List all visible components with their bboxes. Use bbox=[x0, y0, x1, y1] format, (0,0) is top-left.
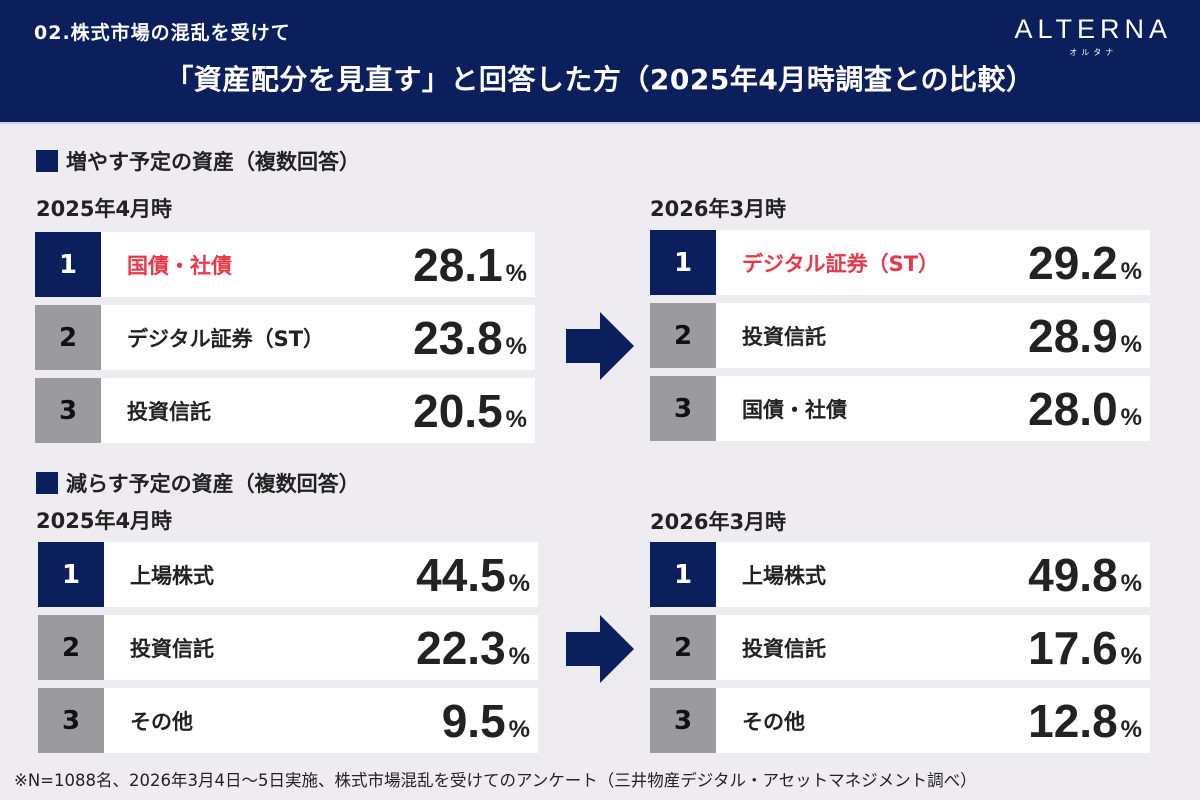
table-row: 1 上場株式 44.5% bbox=[38, 542, 538, 607]
period-label-before: 2025年4月時 bbox=[36, 509, 173, 533]
rank-badge: 2 bbox=[35, 305, 101, 370]
table-row: 1 国債・社債 28.1% bbox=[35, 232, 535, 297]
period-label-after: 2026年3月時 bbox=[650, 197, 787, 221]
rank-badge: 3 bbox=[650, 376, 716, 441]
asset-label: 投資信託 bbox=[742, 636, 826, 661]
table-row: 3 その他 12.8% bbox=[650, 688, 1150, 753]
percent-value: 44.5% bbox=[416, 548, 530, 601]
percent-value: 28.9% bbox=[1028, 309, 1142, 362]
brand-logo: ALTERNA オルタナ bbox=[1014, 14, 1172, 58]
square-marker-icon bbox=[36, 472, 58, 494]
percent-value: 23.8% bbox=[413, 311, 527, 364]
section-title-text: 減らす予定の資産（複数回答） bbox=[66, 472, 360, 496]
rank-badge: 1 bbox=[38, 542, 104, 607]
rank-badge: 3 bbox=[38, 688, 104, 753]
table-row: 1 上場株式 49.8% bbox=[650, 542, 1150, 607]
table-row: 2 投資信託 28.9% bbox=[650, 303, 1150, 368]
asset-label: 上場株式 bbox=[130, 563, 214, 588]
rank-badge: 2 bbox=[38, 615, 104, 680]
section-title-increase: 増やす予定の資産（複数回答） bbox=[36, 146, 360, 176]
section-title-decrease: 減らす予定の資産（複数回答） bbox=[36, 468, 360, 498]
percent-value: 29.2% bbox=[1028, 236, 1142, 289]
percent-value: 28.0% bbox=[1028, 382, 1142, 435]
rank-badge: 2 bbox=[650, 615, 716, 680]
asset-label: 投資信託 bbox=[130, 636, 214, 661]
asset-label: その他 bbox=[130, 709, 193, 734]
section-title-text: 増やす予定の資産（複数回答） bbox=[66, 150, 360, 174]
rank-badge: 1 bbox=[35, 232, 101, 297]
table-row: 3 投資信託 20.5% bbox=[35, 378, 535, 443]
table-row: 1 デジタル証券（ST） 29.2% bbox=[650, 230, 1150, 295]
table-row: 2 投資信託 17.6% bbox=[650, 615, 1150, 680]
percent-value: 28.1% bbox=[413, 238, 527, 291]
period-label-before: 2025年4月時 bbox=[36, 197, 173, 221]
percent-value: 22.3% bbox=[416, 621, 530, 674]
percent-value: 12.8% bbox=[1028, 694, 1142, 747]
asset-label: 上場株式 bbox=[742, 563, 826, 588]
period-label-after: 2026年3月時 bbox=[650, 510, 787, 534]
rank-badge: 3 bbox=[35, 378, 101, 443]
percent-value: 20.5% bbox=[413, 384, 527, 437]
asset-label: デジタル証券（ST） bbox=[742, 251, 940, 276]
rank-badge: 1 bbox=[650, 542, 716, 607]
header-subtitle: 02.株式市場の混乱を受けて bbox=[34, 22, 291, 44]
asset-label: 国債・社債 bbox=[742, 397, 847, 422]
table-row: 2 デジタル証券（ST） 23.8% bbox=[35, 305, 535, 370]
table-row: 2 投資信託 22.3% bbox=[38, 615, 538, 680]
rank-badge: 2 bbox=[650, 303, 716, 368]
asset-label: その他 bbox=[742, 709, 805, 734]
square-marker-icon bbox=[36, 150, 58, 172]
rank-badge: 3 bbox=[650, 688, 716, 753]
percent-value: 9.5% bbox=[441, 694, 530, 747]
arrow-right-icon bbox=[566, 615, 634, 683]
asset-label: 投資信託 bbox=[742, 324, 826, 349]
rank-badge: 1 bbox=[650, 230, 716, 295]
asset-label: 国債・社債 bbox=[127, 253, 232, 278]
table-row: 3 国債・社債 28.0% bbox=[650, 376, 1150, 441]
page-title: 「資産配分を見直す」と回答した方（2025年4月時調査との比較） bbox=[165, 63, 1035, 96]
table-row: 3 その他 9.5% bbox=[38, 688, 538, 753]
header-banner: 02.株式市場の混乱を受けて 「資産配分を見直す」と回答した方（2025年4月時… bbox=[0, 0, 1200, 124]
logo-wordmark: ALTERNA bbox=[1014, 14, 1172, 44]
asset-label: 投資信託 bbox=[127, 399, 211, 424]
footnote: ※N=1088名、2026年3月4日～5日実施、株式市場混乱を受けてのアンケート… bbox=[14, 771, 977, 790]
asset-label: デジタル証券（ST） bbox=[127, 326, 325, 351]
percent-value: 49.8% bbox=[1028, 548, 1142, 601]
arrow-right-icon bbox=[566, 312, 634, 380]
percent-value: 17.6% bbox=[1028, 621, 1142, 674]
logo-katakana: オルタナ bbox=[1069, 48, 1118, 57]
